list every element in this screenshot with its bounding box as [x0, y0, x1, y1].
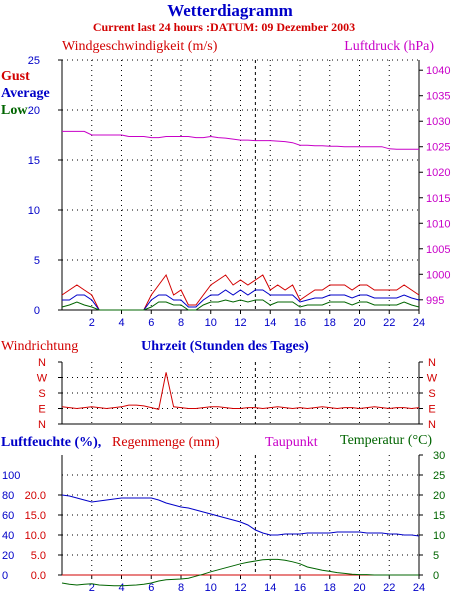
temp-ytick-label: 5 — [433, 550, 439, 562]
wind-xtick-label: 6 — [148, 317, 154, 329]
pressure-ytick-label: 1000 — [426, 269, 450, 281]
wind-xtick-label: 14 — [264, 317, 276, 329]
dewpoint-title: Taupunkt — [265, 435, 318, 450]
humidity-xtick-label: 22 — [383, 582, 395, 594]
wind-ytick-label: 15 — [28, 155, 40, 167]
temp-ytick-label: 30 — [433, 450, 445, 462]
wind-ytick-label: 20 — [28, 105, 40, 117]
humidity-xtick-label: 24 — [413, 582, 425, 594]
humidity-ytick-label: 40 — [2, 530, 14, 542]
chart-title: Wetterdiagramm — [167, 1, 293, 20]
wind-ytick-label: 10 — [28, 205, 40, 217]
legend-low: Low — [1, 103, 28, 118]
rain-ytick-label: 10.0 — [25, 530, 46, 542]
wind-ytick-label: 25 — [28, 55, 40, 67]
wind-xtick-label: 20 — [353, 317, 365, 329]
humidity-xtick-label: 10 — [205, 582, 217, 594]
direction-ytick-left: W — [37, 373, 48, 385]
pressure-ytick-label: 1010 — [426, 218, 450, 230]
series-low — [61, 299, 420, 311]
pressure-ytick-label: 1025 — [426, 142, 450, 154]
wind-xtick-label: 12 — [234, 317, 246, 329]
humidity-ytick-label: 20 — [2, 550, 14, 562]
direction-ytick-right: N — [428, 419, 436, 431]
legend-average: Average — [1, 86, 50, 101]
wind-direction-title: Windrichtung — [1, 339, 78, 354]
direction-ytick-right: N — [428, 357, 436, 369]
rain-ytick-label: 20.0 — [25, 490, 46, 502]
wind-ytick-label: 0 — [34, 305, 40, 317]
wind-speed-title: Windgeschwindigkeit (m/s) — [62, 39, 218, 54]
pressure-ytick-label: 1030 — [426, 116, 450, 128]
series-gust — [61, 273, 420, 311]
pressure-title: Luftdruck (hPa) — [344, 39, 434, 54]
humidity-xtick-label: 20 — [353, 582, 365, 594]
pressure-ytick-label: 1015 — [426, 193, 450, 205]
direction-ytick-right: E — [428, 404, 435, 416]
temp-ytick-label: 0 — [433, 570, 439, 582]
temp-ytick-label: 25 — [433, 470, 445, 482]
humidity-xtick-label: 18 — [324, 582, 336, 594]
time-axis-title: Uhrzeit (Stunden des Tages) — [141, 339, 309, 354]
direction-ytick-left: E — [38, 404, 45, 416]
series-luftdruck — [62, 130, 419, 150]
humidity-xtick-label: 12 — [234, 582, 246, 594]
humidity-xtick-label: 16 — [294, 582, 306, 594]
wind-xtick-label: 22 — [383, 317, 395, 329]
wind-xtick-label: 8 — [178, 317, 184, 329]
humidity-title: Luftfeuchte (%), — [1, 435, 101, 450]
wind-xtick-label: 24 — [413, 317, 425, 329]
direction-ytick-right: S — [428, 388, 435, 400]
series-temperatur — [61, 558, 419, 587]
chart-subtitle: Current last 24 hours :DATUM: 09 Dezembe… — [93, 20, 355, 34]
rain-title: Regenmenge (mm) — [112, 435, 220, 450]
direction-ytick-right: W — [427, 373, 438, 385]
wind-ytick-label: 5 — [34, 255, 40, 267]
pressure-ytick-label: 1040 — [426, 65, 450, 77]
direction-ytick-left: N — [38, 419, 46, 431]
direction-ytick-left: N — [38, 357, 46, 369]
temp-ytick-label: 10 — [433, 530, 445, 542]
humidity-ytick-label: 80 — [2, 490, 14, 502]
pressure-ytick-label: 1035 — [426, 91, 450, 103]
pressure-ytick-label: 1020 — [426, 167, 450, 179]
wind-xtick-label: 10 — [205, 317, 217, 329]
humidity-xtick-label: 4 — [118, 582, 124, 594]
series-windrichtung — [61, 372, 420, 411]
temp-ytick-label: 20 — [433, 490, 445, 502]
rain-ytick-label: 5.0 — [31, 550, 46, 562]
rain-ytick-label: 15.0 — [25, 510, 46, 522]
direction-ytick-left: S — [38, 388, 45, 400]
series-luftfeuchte — [61, 494, 420, 537]
wind-xtick-label: 2 — [89, 317, 95, 329]
humidity-ytick-label: 60 — [2, 510, 14, 522]
pressure-ytick-label: 1005 — [426, 244, 450, 256]
legend-gust: Gust — [1, 69, 30, 84]
humidity-xtick-label: 8 — [178, 582, 184, 594]
rain-ytick-label: 0.0 — [31, 570, 46, 582]
temperature-title: Temperatur (°C) — [340, 433, 432, 448]
humidity-ytick-label: 0 — [2, 570, 8, 582]
humidity-xtick-label: 6 — [148, 582, 154, 594]
pressure-ytick-label: 995 — [426, 295, 444, 307]
wind-xtick-label: 4 — [118, 317, 124, 329]
wind-xtick-label: 16 — [294, 317, 306, 329]
wind-xtick-label: 18 — [324, 317, 336, 329]
humidity-ytick-label: 100 — [2, 470, 20, 482]
temp-ytick-label: 15 — [433, 510, 445, 522]
humidity-xtick-label: 14 — [264, 582, 276, 594]
humidity-xtick-label: 2 — [89, 582, 95, 594]
